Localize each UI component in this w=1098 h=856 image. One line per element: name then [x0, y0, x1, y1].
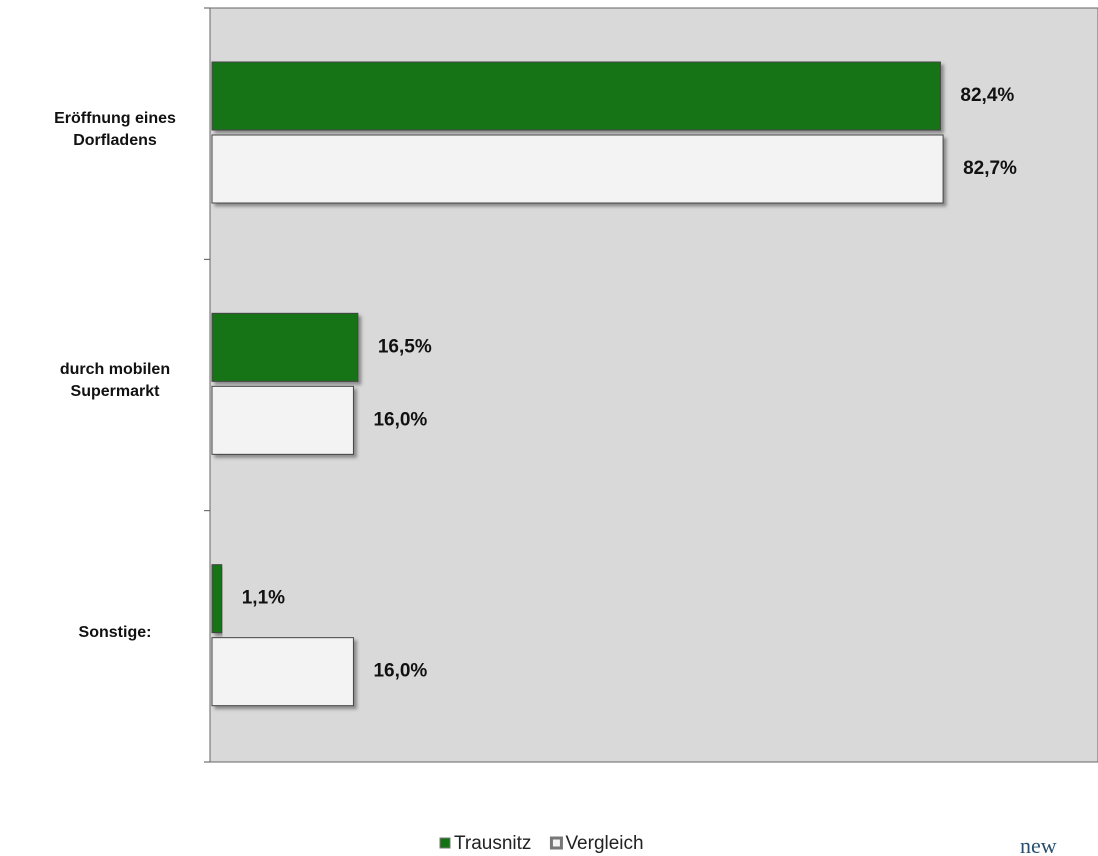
legend-marker — [549, 836, 563, 850]
value-label: 82,7% — [963, 158, 1017, 179]
bar — [211, 564, 223, 634]
bar — [211, 61, 941, 131]
logo: new — [1020, 833, 1057, 856]
value-label: 16,5% — [378, 336, 432, 357]
bar — [211, 637, 354, 707]
bar — [211, 312, 359, 382]
plot-area — [209, 7, 1098, 763]
bar — [211, 385, 354, 455]
bar — [211, 134, 944, 204]
value-label: 16,0% — [373, 409, 427, 430]
legend-marker — [439, 837, 451, 849]
category-label: Eröffnung eines Dorfladens — [54, 110, 176, 149]
category-label: durch mobilen Supermarkt — [59, 361, 171, 401]
legend-label: Trausnitz — [454, 833, 531, 854]
value-label: 1,1% — [242, 588, 285, 609]
legend-label: Vergleich — [565, 833, 643, 854]
value-label: 82,4% — [960, 85, 1014, 106]
value-label: 16,0% — [373, 661, 427, 682]
category-label: Sonstige: — [78, 623, 152, 641]
